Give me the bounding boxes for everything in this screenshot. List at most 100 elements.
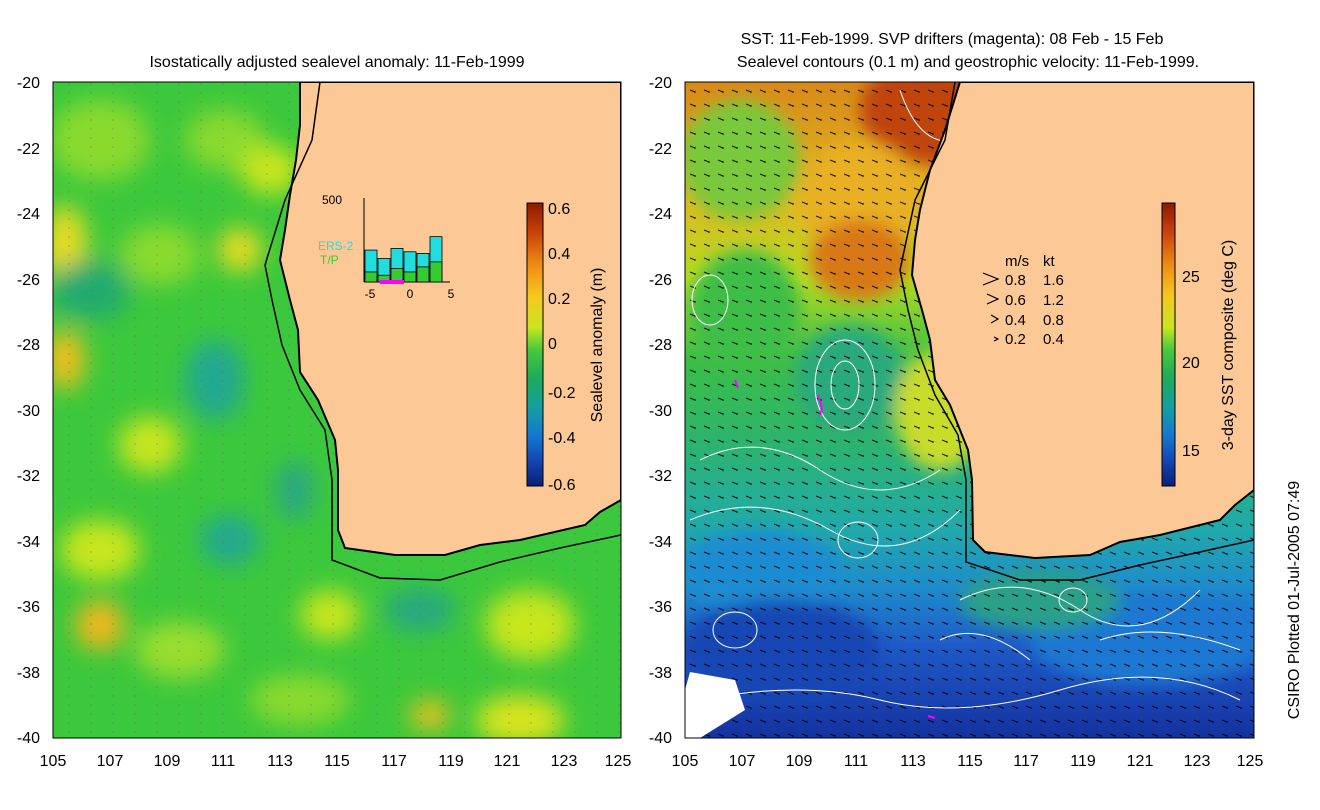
lat-tick: -38: [649, 665, 672, 682]
lat-tick: -32: [17, 468, 40, 485]
lat-tick: -32: [649, 468, 672, 485]
cbar-tick: 15: [1182, 443, 1200, 460]
inset-xtick: 5: [448, 287, 455, 301]
lon-tick: 109: [786, 753, 813, 770]
svp-drifter-track: [734, 379, 739, 389]
sst-colorbar: 25 20 15 3-day SST composite (deg C): [1161, 202, 1237, 487]
lat-tick: -30: [17, 403, 40, 420]
right-lon-axis: 105 107 109 111 113 115 117 119 121 123 …: [672, 753, 1264, 770]
track-count-inset: 500 ERS-2 T/P -5 0 5: [318, 193, 455, 301]
lat-tick: -40: [649, 730, 672, 747]
velocity-key-ms: 0.8: [1005, 272, 1026, 289]
lat-tick: -30: [649, 403, 672, 420]
inset-xtick: -5: [365, 287, 376, 301]
tp-bar: [403, 271, 417, 283]
lat-tick: -22: [17, 141, 40, 158]
tp-bar: [416, 266, 430, 283]
lat-tick: -40: [17, 730, 40, 747]
lon-tick: 125: [1237, 753, 1264, 770]
cbar-tick: 0.6: [548, 201, 570, 218]
velocity-key-kt: 0.8: [1043, 312, 1064, 329]
lon-tick: 119: [438, 753, 464, 770]
sealevel-anomaly-map: [53, 82, 621, 738]
left-lat-axis: -20 -22 -24 -26 -28 -30 -32 -34 -36 -38 …: [17, 75, 40, 747]
lon-tick: 119: [1070, 753, 1096, 770]
velocity-key-ms: 0.2: [1005, 331, 1026, 348]
lon-tick: 111: [211, 753, 235, 770]
lat-tick: -34: [649, 534, 672, 551]
lat-tick: -26: [17, 272, 40, 289]
lon-tick: 107: [729, 753, 756, 770]
cbar-label: 3-day SST composite (deg C): [1220, 240, 1237, 450]
lat-tick: -24: [17, 206, 40, 223]
tp-bar: [429, 261, 443, 283]
lat-tick: -34: [17, 534, 40, 551]
lat-tick: -28: [649, 337, 672, 354]
lat-tick: -22: [649, 141, 672, 158]
lon-tick: 115: [324, 753, 350, 770]
cbar-tick: 0: [548, 336, 557, 353]
velocity-key-arrow: [982, 272, 1000, 286]
lon-tick: 113: [267, 753, 293, 770]
lon-tick: 121: [494, 753, 521, 770]
lat-tick: -20: [649, 75, 672, 92]
velocity-key: m/s kt 0.8 1.6 0.6 1.2 0.4 0.8 0.2 0.4: [982, 253, 1064, 348]
no-data-patch: [685, 672, 745, 738]
lat-tick: -24: [649, 206, 672, 223]
velocity-key-kt: 1.2: [1043, 292, 1064, 309]
lon-tick: 113: [900, 753, 926, 770]
velocity-key-ms: 0.6: [1005, 292, 1026, 309]
plot-credit: CSIRO Plotted 01-Jul-2005 07:49: [1286, 481, 1303, 719]
left-panel-title: Isostatically adjusted sealevel anomaly:…: [149, 54, 524, 71]
left-lon-axis: 105 107 109 111 113 115 117 119 121 123 …: [40, 753, 632, 770]
lon-tick: 109: [154, 753, 181, 770]
lon-tick: 105: [672, 753, 699, 770]
lon-tick: 117: [1013, 753, 1039, 770]
sst-map: [685, 82, 1254, 738]
shelf-contour: [264, 82, 621, 581]
velocity-key-header-kt: kt: [1043, 253, 1056, 270]
inset-ymax-label: 500: [322, 193, 342, 207]
sealevel-colorbar: 0.6 0.4 0.2 0 -0.2 -0.4 -0.6 Sealevel an…: [526, 201, 606, 494]
drifter-period-bar: [380, 280, 404, 284]
lon-tick: 123: [1184, 753, 1211, 770]
svp-drifter-track: [927, 715, 936, 719]
velocity-key-arrow: [990, 314, 1000, 324]
lon-tick: 107: [97, 753, 124, 770]
tp-bar: [364, 271, 378, 283]
inset-legend-ers2: ERS-2: [318, 239, 354, 253]
velocity-key-kt: 0.4: [1043, 331, 1064, 348]
cbar-tick: -0.4: [548, 430, 576, 447]
velocity-key-arrow: [993, 336, 1000, 342]
cbar-tick: 20: [1182, 355, 1200, 372]
cbar-tick: -0.6: [548, 477, 576, 494]
velocity-key-kt: 1.6: [1043, 272, 1064, 289]
velocity-key-arrow: [986, 293, 1000, 305]
lon-tick: 121: [1127, 753, 1154, 770]
lat-tick: -20: [17, 75, 40, 92]
right-panel-title-line2: Sealevel contours (0.1 m) and geostrophi…: [737, 54, 1199, 71]
inset-legend-tp: T/P: [320, 253, 339, 267]
right-panel-title-line1: SST: 11-Feb-1999. SVP drifters (magenta)…: [741, 31, 1164, 48]
lat-tick: -36: [17, 599, 40, 616]
cbar-label: Sealevel anomaly (m): [589, 268, 606, 423]
cbar-tick: 0.4: [548, 246, 570, 263]
velocity-key-ms: 0.4: [1005, 312, 1026, 329]
lat-tick: -28: [17, 337, 40, 354]
lat-tick: -36: [649, 599, 672, 616]
svp-drifter-track: [817, 394, 824, 416]
lon-tick: 115: [957, 753, 983, 770]
cbar-tick: -0.2: [548, 385, 576, 402]
cbar-tick: 25: [1182, 269, 1200, 286]
velocity-key-header-ms: m/s: [1005, 253, 1029, 270]
right-lat-axis: -20 -22 -24 -26 -28 -30 -32 -34 -36 -38 …: [649, 75, 672, 747]
lon-tick: 117: [381, 753, 407, 770]
shelf-contour: [899, 82, 1254, 581]
lon-tick: 125: [605, 753, 632, 770]
inset-xtick: 0: [407, 287, 414, 301]
lat-tick: -26: [649, 272, 672, 289]
cbar-tick: 0.2: [548, 291, 570, 308]
lon-tick: 111: [844, 753, 868, 770]
lon-tick: 123: [551, 753, 578, 770]
lat-tick: -38: [17, 665, 40, 682]
